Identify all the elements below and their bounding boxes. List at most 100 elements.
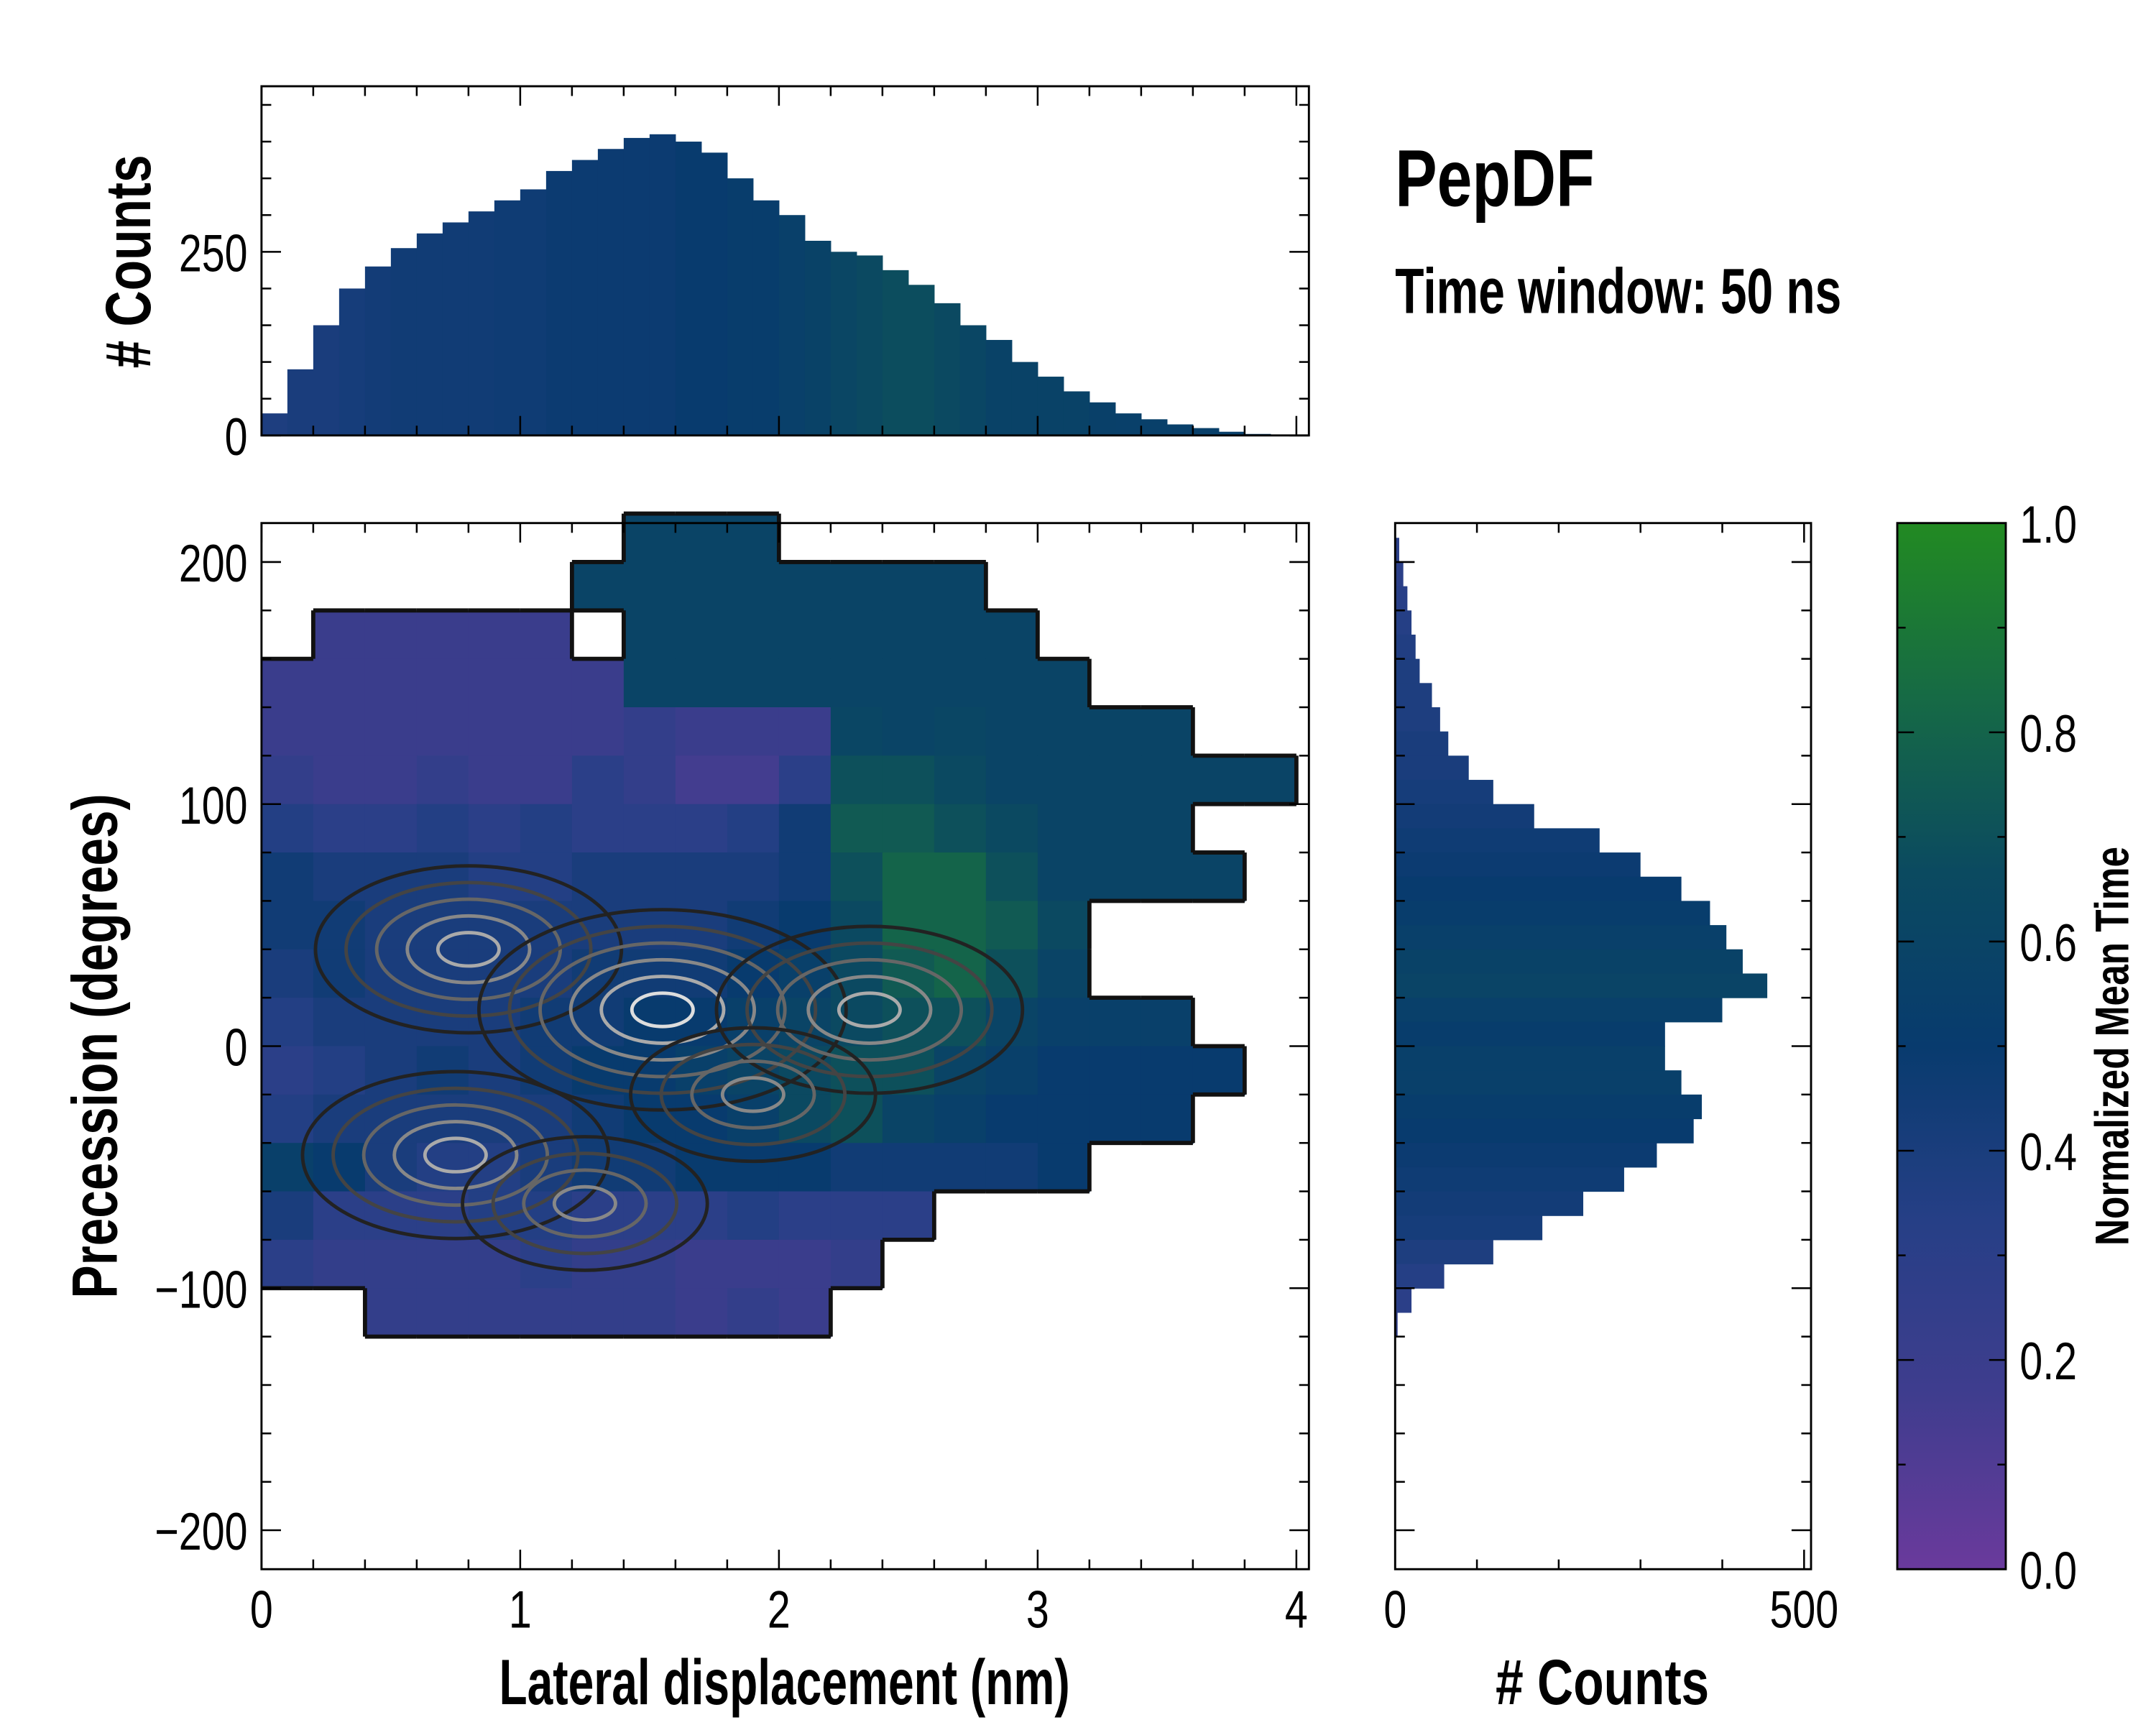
heatmap-cell xyxy=(1089,1094,1142,1144)
right-histogram-bar xyxy=(1395,1264,1445,1289)
heatmap-cell xyxy=(882,852,935,902)
top-histogram-bar xyxy=(287,369,314,436)
heatmap-cell xyxy=(1037,998,1090,1047)
heatmap-cell xyxy=(778,804,831,854)
right-x-tick-label: 500 xyxy=(1769,1580,1838,1639)
colorbar-tick-label: 0.2 xyxy=(2019,1331,2077,1391)
top-histogram-bar xyxy=(727,178,754,436)
heatmap-cell xyxy=(468,852,521,902)
heatmap-cell xyxy=(623,513,676,563)
heatmap-cell xyxy=(934,804,987,854)
heatmap-cell xyxy=(571,755,625,805)
heatmap-cell xyxy=(985,852,1038,902)
heatmap-cell xyxy=(261,707,314,757)
density-contour xyxy=(714,924,1025,1095)
right-histogram-bar xyxy=(1395,828,1600,853)
top-histogram-bar xyxy=(675,142,702,436)
heatmap-cell xyxy=(830,949,883,999)
heatmap-cell xyxy=(675,1191,728,1241)
heatmap-cell xyxy=(778,755,831,805)
top-histogram-bar xyxy=(416,233,443,436)
heatmap-cell xyxy=(1037,1046,1090,1095)
tick-labels: 0 1 2 3 4 −200 −100 0 100 200 0 250 0 500 0.0 0.2 0.4 0.6… xyxy=(155,224,2077,1639)
top-axes-frame xyxy=(260,85,1310,437)
right-histogram-bar xyxy=(1395,1167,1624,1192)
heatmap-cell xyxy=(778,901,831,950)
top-histogram-bar xyxy=(1192,428,1220,436)
heatmap-cell xyxy=(416,1191,469,1241)
heatmap-cell xyxy=(416,755,469,805)
heatmap-cell xyxy=(727,755,780,805)
heatmap-cell xyxy=(882,1191,935,1241)
heatmap-cell xyxy=(416,658,469,708)
density-contour xyxy=(599,975,726,1045)
heatmap-cell xyxy=(623,707,676,757)
heatmap-cell xyxy=(520,804,573,854)
top-histogram-bar xyxy=(649,134,676,436)
heatmap-cell xyxy=(882,610,935,660)
heatmap-cell xyxy=(830,1239,883,1289)
heatmap-cell xyxy=(468,804,521,854)
heatmap-cell xyxy=(261,949,314,999)
density-contour xyxy=(552,1184,617,1223)
heatmap-cell xyxy=(675,707,728,757)
heatmap-cell xyxy=(261,901,314,950)
colorbar xyxy=(1896,522,2007,1570)
right-x-axis-label: # Counts xyxy=(1496,1647,1709,1718)
top-histogram-bar xyxy=(1166,424,1194,436)
right-histogram-bar xyxy=(1395,1215,1543,1241)
heatmap-cell xyxy=(416,610,469,660)
heatmap-cell xyxy=(313,1143,366,1192)
right-histogram-bar xyxy=(1395,538,1399,563)
heatmap-cell xyxy=(727,561,780,612)
heatmap-cell xyxy=(882,1094,935,1144)
top-histogram-bar xyxy=(1011,362,1038,436)
right-histogram-bar xyxy=(1395,780,1493,805)
heatmap-cell xyxy=(416,852,469,902)
heatmap-cell xyxy=(1192,1046,1245,1095)
right-histogram-bar xyxy=(1395,804,1534,829)
heatmap-cell xyxy=(934,755,987,805)
right-histogram-bar xyxy=(1395,1143,1657,1168)
right-histogram-bar xyxy=(1395,586,1408,611)
right-histogram-bar xyxy=(1395,1239,1493,1265)
heatmap-cell xyxy=(985,804,1038,854)
heatmap-cell xyxy=(468,755,521,805)
heatmap-cell xyxy=(934,610,987,660)
heatmap-cell xyxy=(675,804,728,854)
heatmap-cell xyxy=(985,949,1038,999)
heatmap-cell xyxy=(416,707,469,757)
heatmap-cell xyxy=(985,1143,1038,1192)
heatmap-cell xyxy=(1037,949,1090,999)
density-contour xyxy=(476,908,848,1112)
heatmap-cell xyxy=(623,755,676,805)
heatmap-cell xyxy=(675,1288,728,1338)
right-histogram-bar xyxy=(1395,1094,1703,1120)
heatmap-cell xyxy=(416,1094,469,1144)
heatmap-cell xyxy=(1141,1046,1194,1095)
right-histogram-bar xyxy=(1395,755,1469,781)
top-histogram-bar xyxy=(1037,377,1064,436)
heatmap-cell xyxy=(364,707,418,757)
heatmap-cell xyxy=(1192,755,1245,805)
heatmap-cell xyxy=(261,1191,314,1241)
top-histogram-bar xyxy=(1218,431,1245,436)
heatmap-cell xyxy=(675,561,728,612)
heatmap-cell xyxy=(778,610,831,660)
right-histogram-bar xyxy=(1395,998,1723,1023)
main-y-axis-label: Precession (degrees) xyxy=(59,794,130,1298)
colorbar-label: Normalized Mean Time xyxy=(2086,847,2139,1246)
heatmap-cell xyxy=(623,949,676,999)
heatmap-cell xyxy=(882,755,935,805)
heatmap-cell xyxy=(623,1288,676,1338)
main-x-tick-label: 1 xyxy=(509,1580,532,1639)
colorbar-tick-label: 1.0 xyxy=(2019,494,2077,554)
heatmap-cell xyxy=(416,804,469,854)
heatmap-cell xyxy=(1037,901,1090,950)
right-histogram-bar xyxy=(1395,707,1440,732)
heatmap-cell xyxy=(778,707,831,757)
heatmap-cell xyxy=(934,1143,987,1192)
density-contour xyxy=(461,1135,709,1272)
heatmap-cell xyxy=(778,1191,831,1241)
